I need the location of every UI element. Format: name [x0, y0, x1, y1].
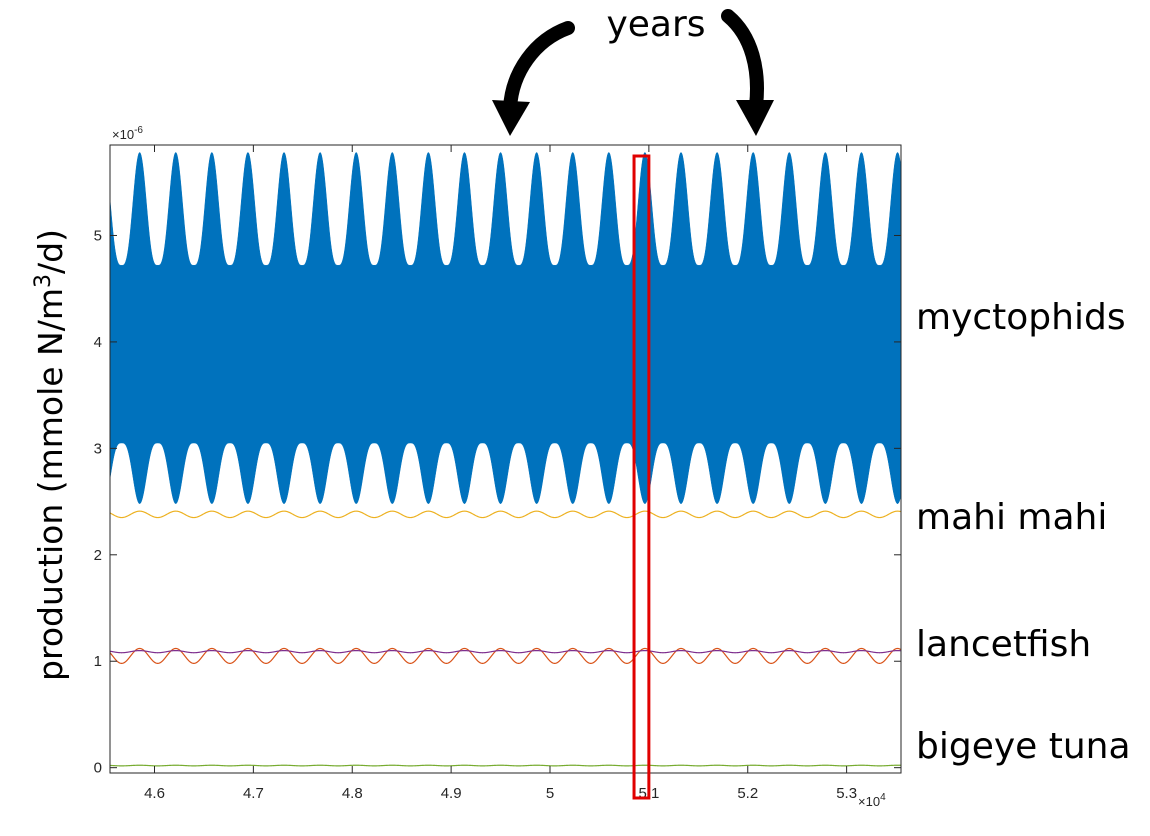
series-myctophids: [110, 152, 901, 504]
x-tick-label: 5.2: [737, 785, 758, 802]
series-label-myctophids: myctophids: [916, 297, 1126, 338]
series-layer: [110, 152, 901, 767]
years-annotation: years: [606, 4, 705, 45]
y-tick-label: 5: [94, 227, 102, 244]
y-exponent-power: -6: [134, 125, 143, 136]
y-axis-label-main: production (mmole N/m: [31, 288, 70, 681]
y-exponent-base: ×10: [112, 127, 134, 142]
series-bigeye-tuna: [110, 764, 901, 767]
y-axis-label-tail: /d): [31, 229, 70, 274]
y-tick-label: 2: [94, 547, 102, 564]
x-tick-label: 5: [546, 785, 554, 802]
x-exponent-label: ×104: [858, 792, 886, 809]
y-tick-label: 3: [94, 440, 102, 457]
series-label-bigeye-tuna: bigeye tuna: [916, 726, 1131, 767]
series-label-mahi-mahi: mahi mahi: [916, 497, 1107, 538]
y-tick-label: 4: [94, 334, 102, 351]
x-tick-label: 5.3: [836, 785, 857, 802]
y-tick-label: 1: [94, 653, 102, 670]
x-tick-label: 4.8: [342, 785, 363, 802]
highlight-box: [632, 154, 651, 800]
y-axis-label-sup: 3: [31, 274, 56, 288]
series-unnamed-3: [110, 649, 901, 654]
x-exponent-base: ×10: [858, 794, 880, 809]
x-tick-label: 4.6: [144, 785, 165, 802]
y-exponent-label: ×10-6: [112, 125, 143, 142]
x-tick-label: 4.9: [441, 785, 462, 802]
left-arrow-icon: [492, 21, 575, 136]
x-tick-label: 4.7: [243, 785, 264, 802]
series-label-lancetfish: lancetfish: [916, 624, 1091, 665]
right-arrow-icon: [721, 9, 774, 136]
x-exponent-power: 4: [880, 792, 886, 803]
y-axis-label: production (mmole N/m3/d): [31, 229, 70, 681]
y-tick-label: 0: [94, 760, 102, 777]
series-mahi-mahi: [110, 510, 901, 519]
y-axis-ticks: 0 1 2 3 4 5: [94, 227, 901, 777]
axes-box: [109, 144, 902, 774]
